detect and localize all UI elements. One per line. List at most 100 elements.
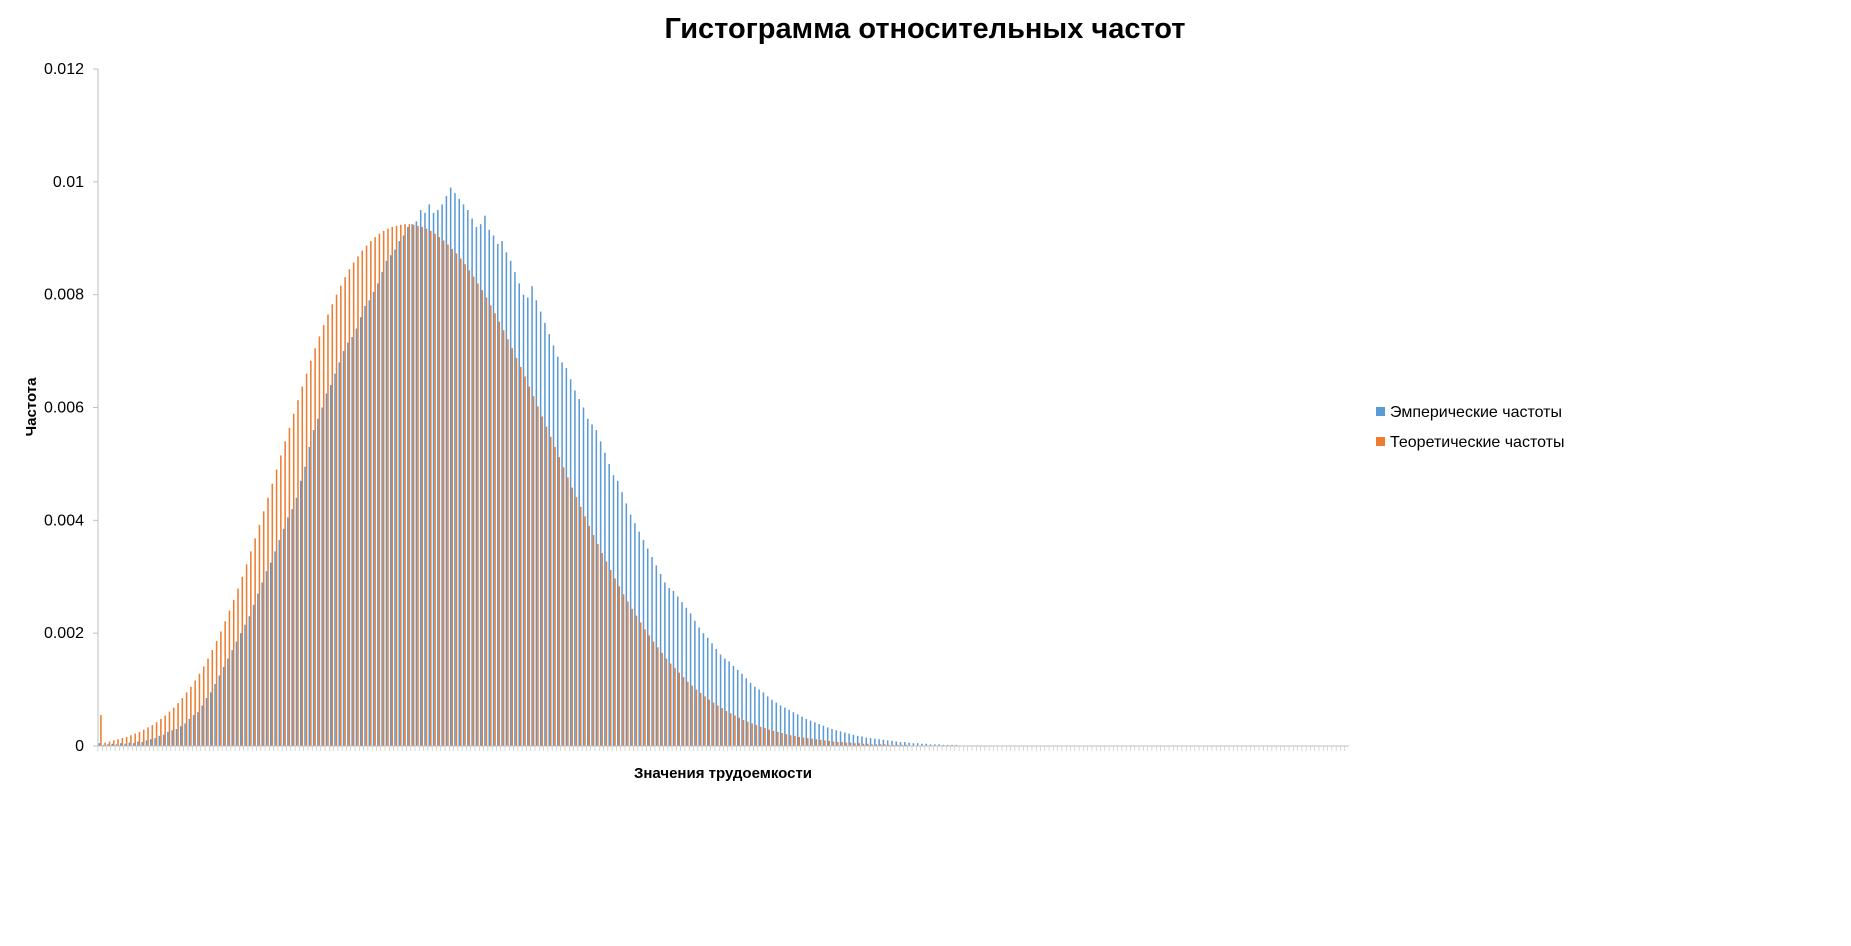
bar-empirical [154, 738, 156, 746]
bar-empirical [531, 286, 533, 746]
bar-theoretical [498, 321, 501, 746]
bar-empirical [505, 252, 508, 746]
bar-theoretical [220, 631, 222, 746]
bar-empirical [295, 497, 298, 746]
bar-theoretical [571, 487, 573, 746]
bar-empirical [462, 204, 465, 746]
bar-empirical [672, 590, 675, 746]
bar-theoretical [507, 339, 509, 746]
bar-empirical [557, 356, 559, 746]
bar-empirical [852, 734, 855, 746]
bar-theoretical [627, 601, 629, 746]
bar-empirical [351, 336, 353, 746]
bar-empirical [912, 743, 915, 746]
bar-theoretical [250, 551, 252, 746]
bar-empirical [205, 698, 208, 746]
bar-empirical [951, 744, 953, 746]
bar-empirical [561, 362, 563, 746]
bar-theoretical [352, 262, 355, 746]
bar-theoretical [554, 446, 556, 746]
bar-empirical [287, 517, 289, 746]
bar-empirical [407, 226, 409, 747]
chart-title: Гистограмма относительных частот [665, 13, 1186, 45]
bar-empirical [664, 582, 666, 746]
bar-empirical [445, 195, 448, 746]
bar-theoretical [395, 225, 398, 747]
bar-theoretical [100, 714, 102, 746]
bar-empirical [222, 667, 225, 746]
bar-theoretical [160, 718, 162, 746]
bar-theoretical [460, 258, 462, 746]
bar-empirical [874, 738, 876, 746]
bar-empirical [916, 743, 919, 746]
bar-theoretical [901, 744, 903, 746]
bar-theoretical [712, 702, 715, 746]
bar-empirical [809, 720, 812, 746]
bar-theoretical [318, 336, 321, 746]
bar-theoretical [421, 226, 423, 747]
bar-empirical [128, 742, 131, 746]
bar-theoretical [759, 726, 762, 746]
bar-theoretical [837, 742, 839, 746]
bar-empirical [591, 424, 593, 746]
bar-theoretical [434, 233, 436, 747]
bar-theoretical [232, 599, 235, 746]
bar-empirical [394, 249, 396, 746]
bar-theoretical [382, 230, 385, 747]
bar-theoretical [665, 658, 668, 746]
bar-theoretical [147, 727, 149, 746]
bar-empirical [180, 726, 182, 746]
bar-empirical [381, 272, 383, 746]
bar-theoretical [520, 366, 522, 746]
bar-theoretical [322, 325, 325, 746]
y-axis-ticks: 0 0.002 0.004 0.006 0.008 0.01 0.012 [44, 61, 98, 755]
bar-empirical [779, 705, 782, 746]
bar-theoretical [511, 348, 513, 746]
bar-empirical [522, 294, 525, 746]
bar-empirical [449, 187, 452, 747]
bar-theoretical [802, 737, 805, 746]
bar-empirical [638, 531, 640, 746]
bar-theoretical [717, 705, 719, 746]
bar-empirical [869, 738, 872, 746]
bar-empirical [312, 430, 315, 746]
bar-empirical [856, 735, 859, 746]
bar-empirical [454, 193, 456, 746]
bar-theoretical [280, 455, 282, 746]
bar-empirical [235, 641, 238, 746]
bar-empirical [432, 212, 435, 747]
bar-theoretical [879, 744, 882, 746]
bar-theoretical [768, 729, 771, 746]
bar-theoretical [254, 538, 256, 746]
bar-empirical [835, 730, 838, 746]
bar-theoretical [485, 297, 488, 746]
bar-empirical [578, 399, 580, 746]
bar-theoretical [772, 730, 775, 746]
bar-empirical [934, 744, 936, 746]
bar-empirical [844, 732, 846, 746]
bar-empirical [629, 514, 632, 746]
bar-empirical [145, 740, 148, 746]
bar-theoretical [661, 652, 663, 746]
y-tick-label: 0.006 [44, 400, 84, 417]
bar-empirical [698, 627, 700, 746]
bar-empirical [175, 729, 178, 746]
bar-theoretical [755, 725, 758, 746]
bar-theoretical [777, 731, 779, 746]
x-axis-tick-marks [97, 746, 1346, 751]
bar-empirical [492, 235, 495, 746]
bar-theoretical [515, 357, 518, 746]
bar-theoretical [241, 576, 244, 746]
bar-empirical [231, 650, 233, 746]
bar-theoretical [442, 240, 445, 746]
bar-theoretical [181, 698, 184, 746]
bar-empirical [317, 418, 319, 746]
bar-empirical [642, 540, 645, 746]
bar-theoretical [121, 738, 124, 746]
bar-theoretical [725, 711, 728, 746]
bar-empirical [411, 224, 413, 746]
bar-empirical [587, 418, 589, 746]
bar-theoretical [301, 386, 304, 746]
bar-empirical [796, 714, 799, 746]
bar-theoretical [605, 561, 608, 746]
